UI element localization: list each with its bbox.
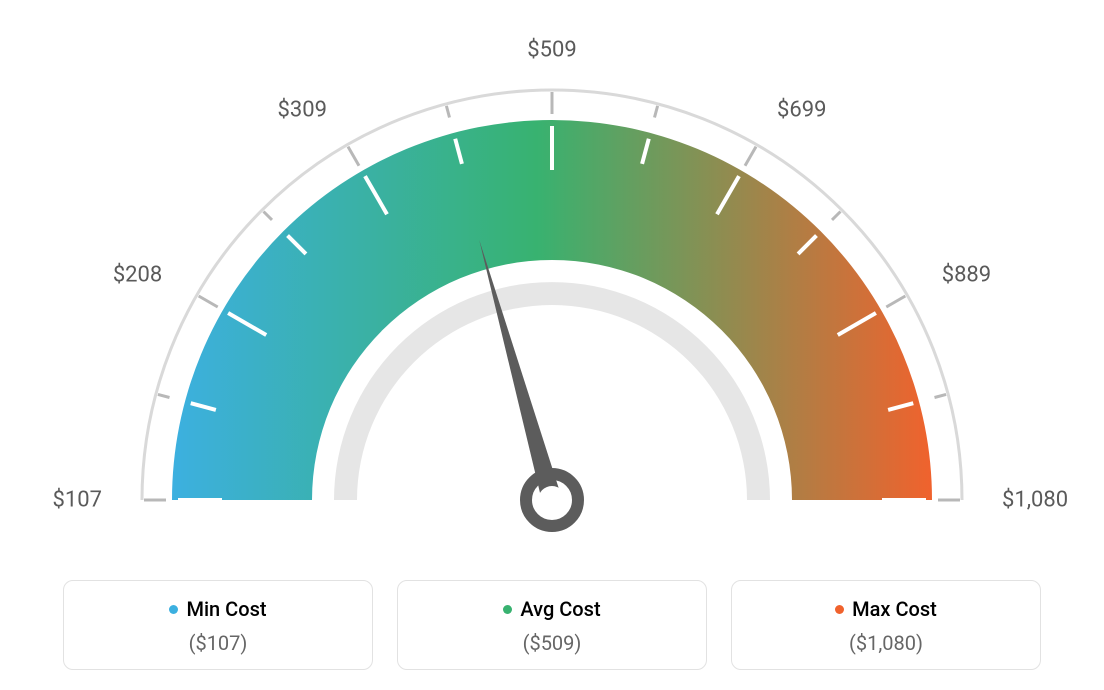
outer-tick bbox=[745, 147, 756, 166]
legend-card-max: Max Cost ($1,080) bbox=[731, 580, 1041, 670]
outer-tick-minor bbox=[446, 106, 449, 118]
legend-row: Min Cost ($107) Avg Cost ($509) Max Cost… bbox=[0, 580, 1104, 670]
outer-tick-minor bbox=[158, 394, 170, 397]
needle bbox=[479, 240, 561, 503]
outer-tick-minor bbox=[832, 212, 840, 220]
outer-tick bbox=[886, 296, 905, 307]
dot-icon bbox=[503, 605, 512, 614]
gauge-band bbox=[172, 120, 932, 500]
tick-label: $699 bbox=[777, 98, 826, 123]
legend-label: Min Cost bbox=[186, 597, 266, 621]
outer-tick-minor bbox=[654, 106, 657, 118]
tick-label: $208 bbox=[113, 263, 162, 288]
legend-title-max: Max Cost bbox=[835, 597, 937, 621]
outer-tick-minor bbox=[264, 212, 272, 220]
tick-label: $309 bbox=[278, 98, 327, 123]
legend-title-min: Min Cost bbox=[169, 597, 266, 621]
tick-label: $509 bbox=[527, 38, 576, 63]
legend-label: Max Cost bbox=[852, 597, 937, 621]
legend-value-min: ($107) bbox=[74, 631, 362, 655]
outer-tick-minor bbox=[935, 394, 947, 397]
tick-label: $1,080 bbox=[1002, 488, 1068, 513]
needle-hub-hole bbox=[538, 486, 566, 514]
legend-value-max: ($1,080) bbox=[742, 631, 1030, 655]
legend-card-avg: Avg Cost ($509) bbox=[397, 580, 707, 670]
legend-title-avg: Avg Cost bbox=[503, 597, 600, 621]
legend-label: Avg Cost bbox=[520, 597, 600, 621]
outer-tick bbox=[348, 147, 359, 166]
dot-icon bbox=[169, 605, 178, 614]
legend-card-min: Min Cost ($107) bbox=[63, 580, 373, 670]
gauge-chart: $107 $208 $309 $509 $699 $889 $1,080 bbox=[0, 0, 1104, 565]
tick-label: $107 bbox=[53, 488, 102, 513]
outer-tick bbox=[199, 296, 218, 307]
legend-value-avg: ($509) bbox=[408, 631, 696, 655]
gauge-svg bbox=[72, 30, 1032, 570]
tick-label: $889 bbox=[942, 263, 991, 288]
dot-icon bbox=[835, 605, 844, 614]
